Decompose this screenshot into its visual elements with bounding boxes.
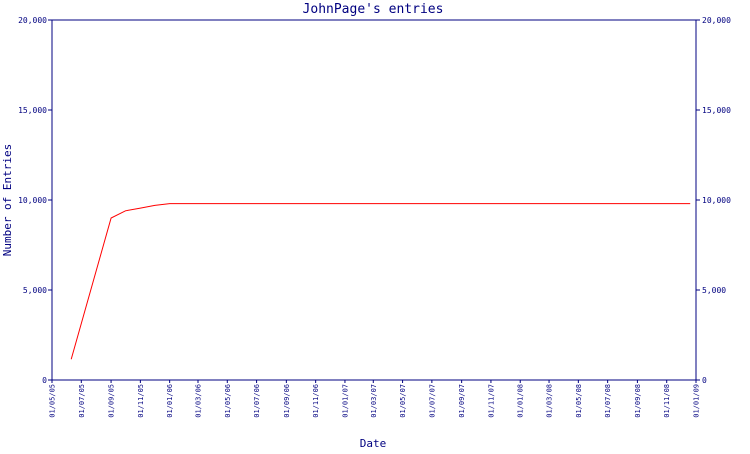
y-tick-label-left: 20,000 [18,16,47,25]
x-tick-label: 01/07/07 [428,384,436,418]
x-tick-label: 01/09/08 [634,384,642,418]
x-tick-label: 01/11/05 [137,384,145,418]
y-ticks-right: 0 5,000 10,000 15,000 20,000 [696,16,731,385]
y-tick-label-right: 5,000 [702,286,726,295]
x-tick-label: 01/11/07 [487,384,495,418]
x-tick-label: 01/01/08 [517,384,525,418]
y-tick-label-right: 15,000 [702,106,731,115]
series-line [70,203,691,360]
y-tick-label-right: 0 [702,376,707,385]
x-axis-label: Date [360,437,387,450]
x-ticks: 01/05/05 01/07/05 01/09/05 01/11/05 01/01/06… [49,380,701,418]
y-tick-label-left: 10,000 [18,196,47,205]
x-tick-label: 01/05/08 [575,384,583,418]
x-tick-label: 01/07/06 [253,384,261,418]
x-tick-label: 01/03/08 [546,384,554,418]
y-tick-label-left: 5,000 [23,286,47,295]
y-ticks-left: 0 5,000 10,000 15,000 20,000 [18,16,52,385]
x-tick-label: 01/01/07 [341,384,349,418]
x-tick-label: 01/01/06 [166,384,174,418]
x-tick-label: 01/07/05 [78,384,86,418]
x-tick-label: 01/11/06 [312,384,320,418]
x-tick-label: 01/11/08 [663,384,671,418]
chart-title: JohnPage's entries [303,2,444,17]
x-tick-label: 01/05/05 [49,384,57,418]
x-tick-label: 01/07/08 [604,384,612,418]
x-tick-label: 01/09/07 [458,384,466,418]
y-tick-label-left: 15,000 [18,106,47,115]
x-tick-label: 01/01/09 [693,384,701,418]
x-tick-label: 01/03/07 [370,384,378,418]
x-tick-label: 01/05/06 [224,384,232,418]
y-tick-label-right: 10,000 [702,196,731,205]
x-tick-label: 01/09/05 [108,384,116,418]
y-tick-label-left: 0 [42,376,47,385]
x-tick-label: 01/05/07 [399,384,407,418]
y-tick-label-right: 20,000 [702,16,731,25]
plot-frame [51,19,697,381]
series-layer [70,203,691,360]
x-tick-label: 01/09/06 [283,384,291,418]
x-tick-label: 01/03/06 [194,384,202,418]
y-axis-label: Number of Entries [1,144,14,257]
